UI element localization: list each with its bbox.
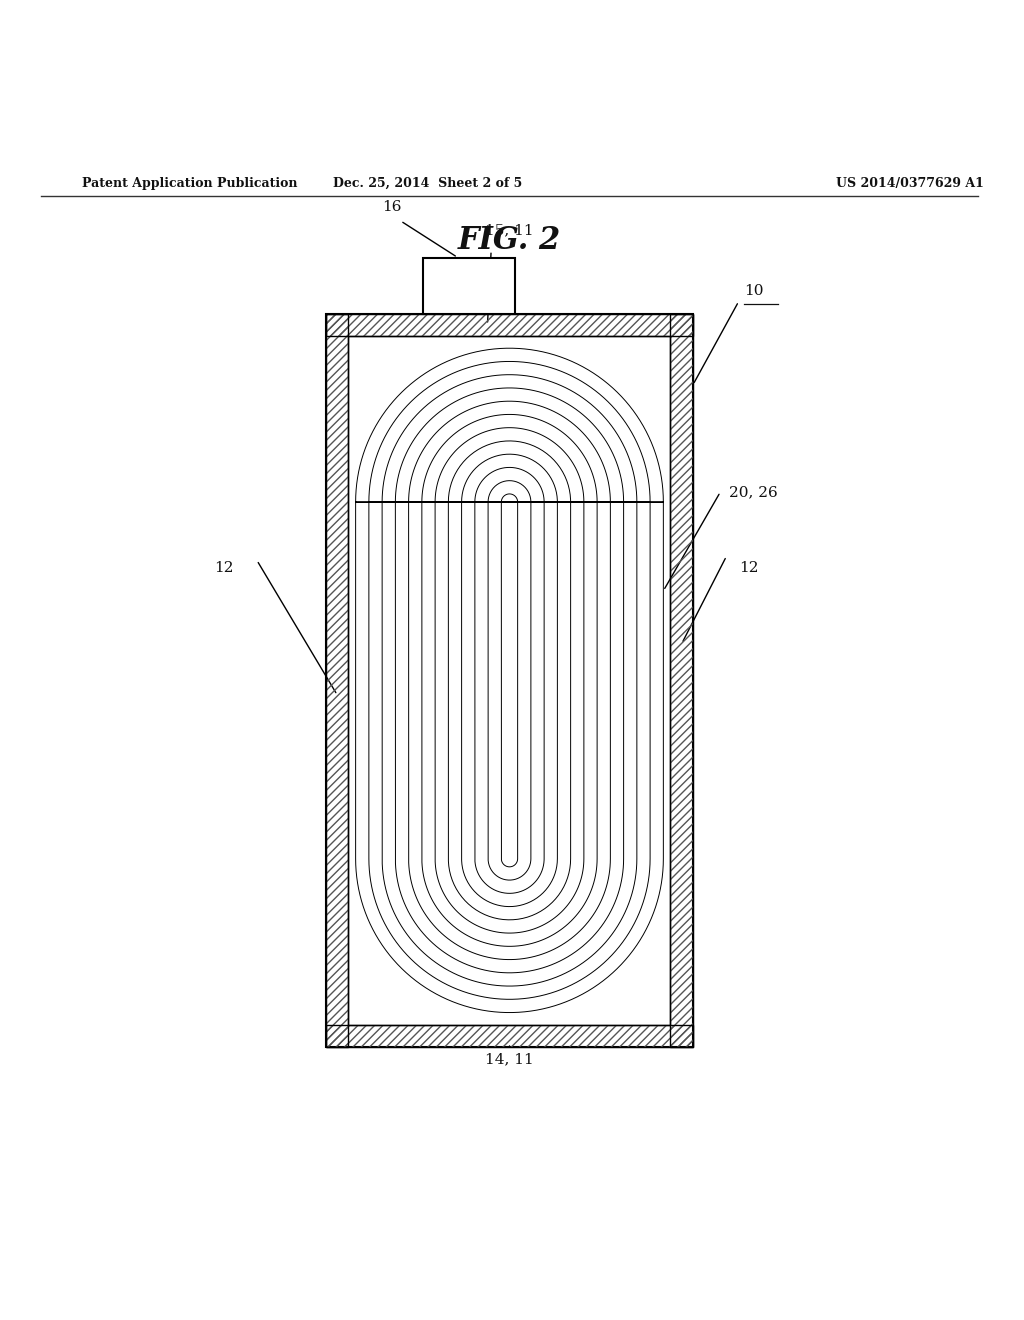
Text: US 2014/0377629 A1: US 2014/0377629 A1 (836, 177, 983, 190)
Text: Dec. 25, 2014  Sheet 2 of 5: Dec. 25, 2014 Sheet 2 of 5 (334, 177, 522, 190)
Bar (326, 314, 348, 1047)
Text: Patent Application Publication: Patent Application Publication (82, 177, 297, 190)
Bar (326, 314, 693, 1047)
Text: 10: 10 (743, 284, 763, 298)
Text: 14, 11: 14, 11 (485, 1052, 534, 1067)
Text: 12: 12 (738, 561, 758, 576)
Bar (326, 314, 693, 337)
Text: FIG. 2: FIG. 2 (458, 224, 561, 256)
Bar (423, 257, 515, 314)
Bar (326, 314, 348, 1047)
Bar (671, 314, 693, 1047)
Bar (326, 1024, 693, 1047)
Text: 16: 16 (383, 199, 402, 214)
Bar (348, 337, 671, 1024)
Bar (326, 314, 693, 337)
Text: 15, 11: 15, 11 (485, 223, 534, 238)
Text: 12: 12 (214, 561, 233, 576)
Bar (326, 1024, 693, 1047)
Text: 20, 26: 20, 26 (728, 484, 777, 499)
Bar (671, 314, 693, 1047)
